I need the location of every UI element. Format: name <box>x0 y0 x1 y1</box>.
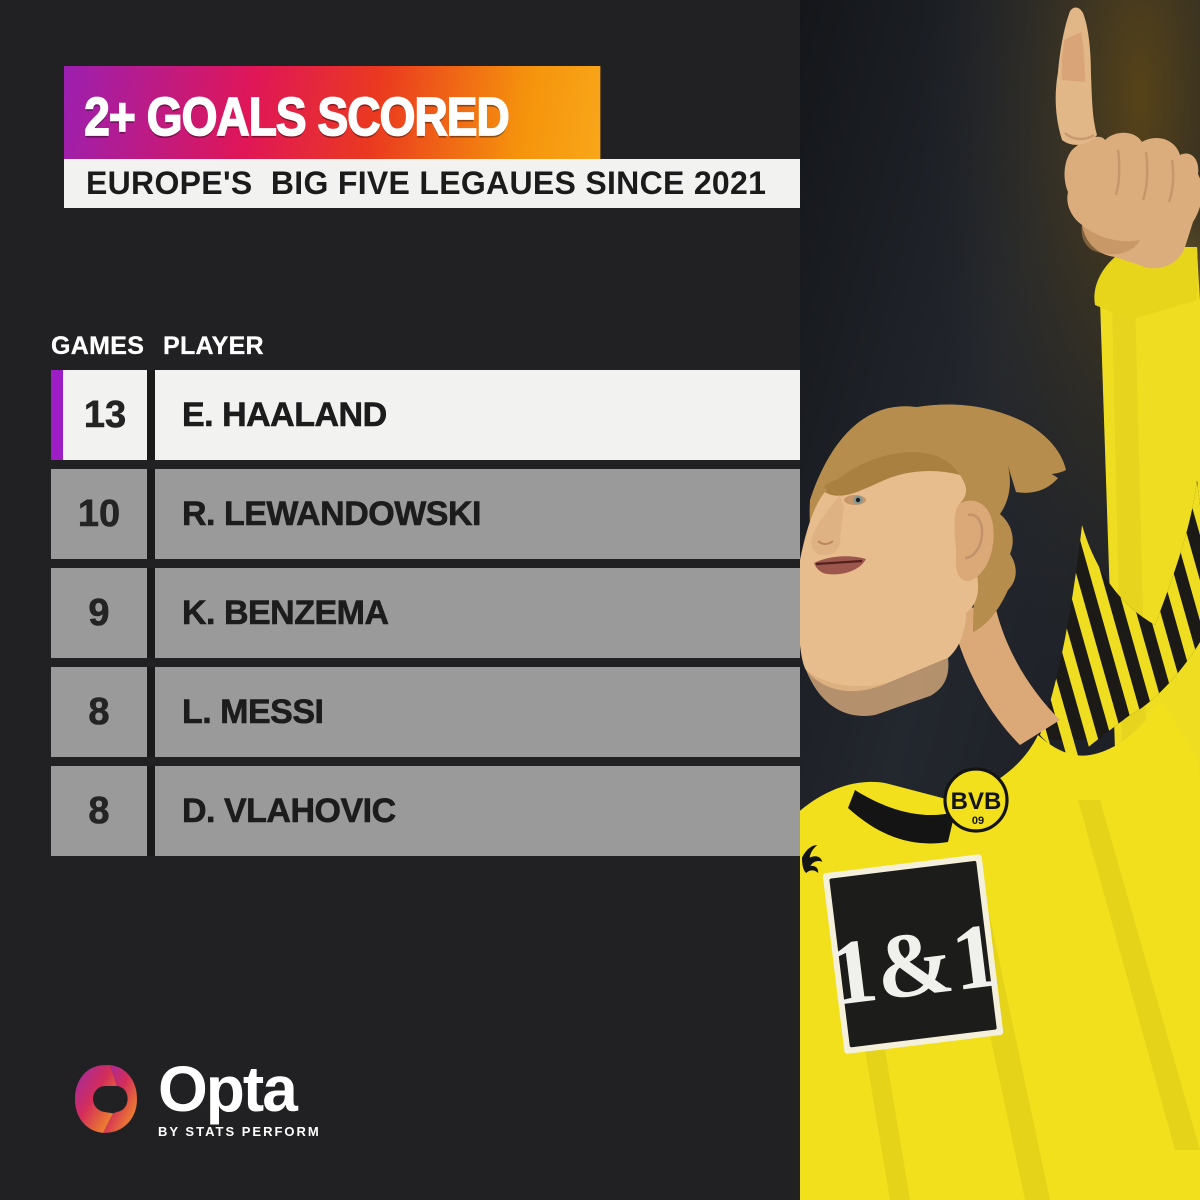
svg-text:09: 09 <box>972 815 984 827</box>
svg-text:BVB: BVB <box>951 788 1002 815</box>
svg-text:1&1: 1&1 <box>824 903 1004 1025</box>
